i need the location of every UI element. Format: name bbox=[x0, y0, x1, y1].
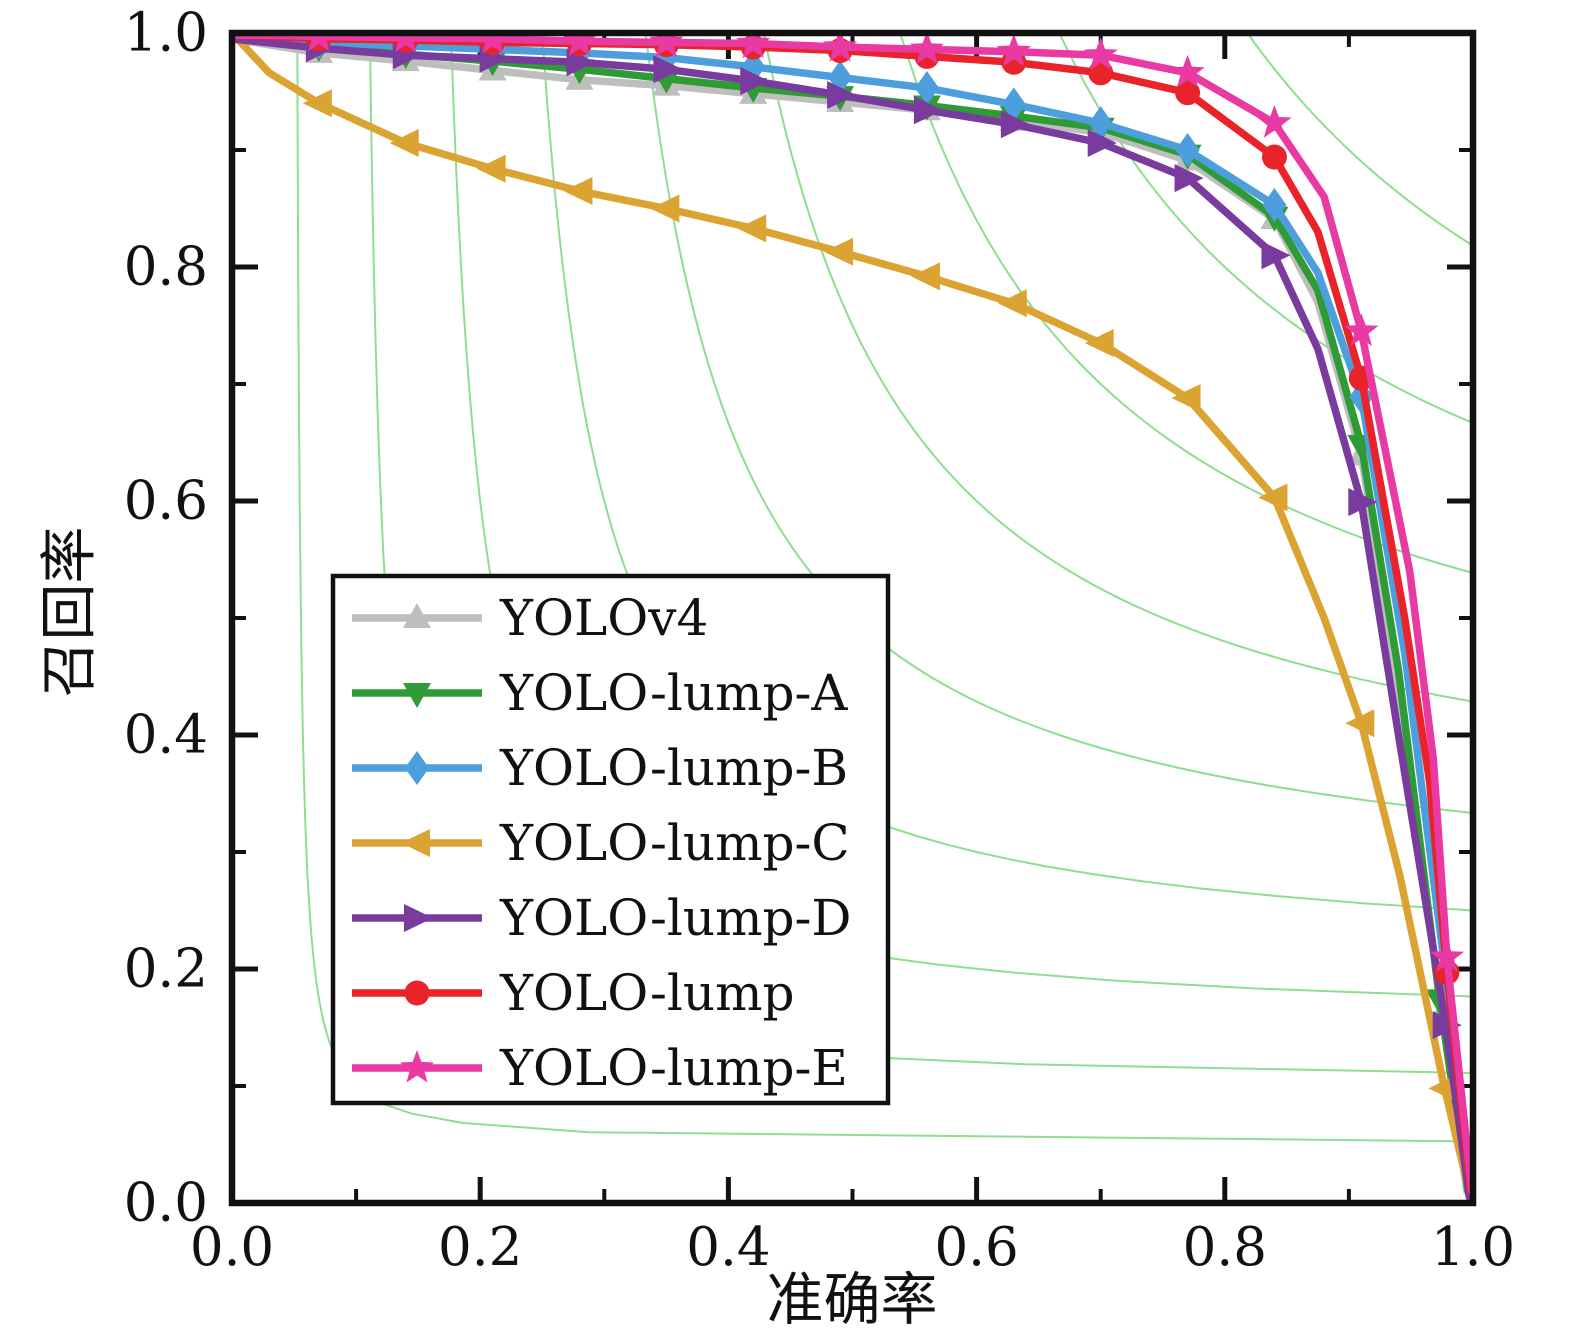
y-tick-label: 0.8 bbox=[124, 237, 208, 298]
triangle-right-marker bbox=[653, 55, 683, 84]
triangle-left-marker bbox=[1258, 483, 1288, 512]
y-tick-label: 1.0 bbox=[124, 3, 208, 64]
y-tick-label: 0.4 bbox=[124, 705, 208, 766]
triangle-up-marker bbox=[403, 603, 431, 628]
star-marker bbox=[909, 33, 945, 64]
star-marker bbox=[822, 33, 858, 62]
legend-item-YOLO-lump-A: YOLO-lump-A bbox=[352, 664, 848, 722]
triangle-right-marker bbox=[913, 96, 943, 125]
x-tick-label: 1.0 bbox=[1431, 1217, 1515, 1278]
triangle-right-marker bbox=[1348, 488, 1378, 517]
legend-item-YOLOv4: YOLOv4 bbox=[352, 589, 708, 647]
star-marker bbox=[399, 1050, 435, 1083]
star-marker bbox=[389, 33, 422, 53]
star-marker bbox=[1083, 37, 1118, 70]
x-tick-label: 0.8 bbox=[1183, 1217, 1267, 1278]
star-marker bbox=[736, 33, 771, 59]
legend-item-YOLO-lump-E: YOLO-lump-E bbox=[352, 1039, 848, 1097]
x-tick-label: 0.2 bbox=[438, 1217, 522, 1278]
star-marker bbox=[304, 33, 334, 52]
circle-marker bbox=[1261, 144, 1287, 170]
star-marker bbox=[475, 33, 510, 54]
star-marker bbox=[649, 33, 684, 57]
f1-contour bbox=[762, 33, 1473, 703]
y-tick-label: 0.0 bbox=[124, 1173, 208, 1234]
series-YOLO-lump-E bbox=[232, 33, 1473, 1196]
triangle-left-marker bbox=[1345, 709, 1375, 738]
triangle-left-marker bbox=[650, 194, 680, 223]
f1-contour bbox=[899, 33, 1473, 574]
legend-label: YOLO-lump-D bbox=[499, 889, 852, 947]
legend-label: YOLO-lump-B bbox=[499, 739, 848, 797]
f1-contour bbox=[644, 33, 1473, 814]
star-marker bbox=[996, 33, 1031, 67]
diamond-marker bbox=[405, 751, 429, 785]
triangle-left-marker bbox=[302, 89, 332, 118]
x-tick-label: 0.6 bbox=[934, 1217, 1018, 1278]
star-marker bbox=[1344, 313, 1379, 346]
diamond-marker bbox=[914, 70, 939, 105]
triangle-down-marker bbox=[403, 683, 431, 708]
diamond-marker bbox=[1088, 106, 1113, 141]
legend-label: YOLO-lump-C bbox=[499, 814, 850, 872]
triangle-left-marker bbox=[910, 262, 940, 291]
legend-item-YOLO-lump: YOLO-lump bbox=[352, 964, 795, 1022]
legend-item-YOLO-lump-B: YOLO-lump-B bbox=[352, 739, 848, 797]
x-tick-label: 0.0 bbox=[190, 1217, 274, 1278]
triangle-right-marker bbox=[1000, 110, 1030, 139]
circle-marker bbox=[1175, 80, 1201, 106]
x-axis-title: 准确率 bbox=[766, 1267, 938, 1333]
legend: YOLOv4 YOLO-lump-A YOLO-lump-B YOLO-lump-C Y… bbox=[330, 573, 891, 1106]
diamond-marker bbox=[1262, 187, 1287, 222]
triangle-right-marker bbox=[566, 48, 596, 77]
star-marker bbox=[1429, 939, 1465, 972]
series-line bbox=[232, 33, 1473, 1196]
triangle-left-marker bbox=[997, 289, 1027, 318]
star-marker bbox=[1257, 105, 1292, 138]
triangle-right-marker bbox=[1432, 1011, 1462, 1040]
triangle-right-marker bbox=[1261, 241, 1291, 270]
triangle-left-marker bbox=[563, 176, 593, 205]
triangle-right-marker bbox=[404, 904, 433, 932]
f1-contour bbox=[1246, 33, 1473, 247]
legend-label: YOLO-lump-A bbox=[499, 664, 848, 722]
y-tick-labels: 0.0 0.2 0.4 0.6 0.8 1.0 bbox=[124, 3, 208, 1234]
legend-item-YOLO-lump-D: YOLO-lump-D bbox=[352, 889, 852, 947]
triangle-left-marker bbox=[389, 128, 419, 157]
x-tick-label: 0.4 bbox=[686, 1217, 770, 1278]
y-tick-label: 0.2 bbox=[124, 939, 208, 1000]
y-axis-title: 召回率 bbox=[36, 526, 103, 698]
diamond-marker bbox=[1001, 87, 1026, 122]
y-tick-label: 0.6 bbox=[124, 471, 208, 532]
legend-label: YOLO-lump-E bbox=[499, 1039, 848, 1097]
triangle-left-marker bbox=[1171, 384, 1201, 413]
plot-frame bbox=[228, 29, 1477, 1207]
circle-marker bbox=[404, 980, 430, 1006]
series-YOLO-lump-C bbox=[232, 33, 1473, 1201]
triangle-right-marker bbox=[1087, 128, 1117, 157]
triangle-left-marker bbox=[476, 154, 506, 183]
triangle-right-marker bbox=[827, 81, 857, 110]
triangle-right-marker bbox=[1174, 164, 1204, 193]
triangle-left-marker bbox=[737, 214, 767, 243]
triangle-left-marker bbox=[1084, 329, 1114, 358]
legend-label: YOLOv4 bbox=[499, 589, 708, 647]
legend-label: YOLO-lump bbox=[499, 964, 795, 1022]
f1-contour bbox=[296, 33, 1473, 1143]
star-marker bbox=[1170, 54, 1205, 88]
f1-contour-lines bbox=[296, 33, 1473, 1143]
x-tick-labels: 0.0 0.2 0.4 0.6 0.8 1.0 bbox=[190, 1217, 1515, 1278]
legend-item-YOLO-lump-C: YOLO-lump-C bbox=[352, 814, 850, 872]
diamond-marker bbox=[1175, 133, 1200, 167]
triangle-right-marker bbox=[740, 66, 770, 95]
star-marker bbox=[562, 33, 597, 56]
triangle-left-marker bbox=[401, 829, 430, 857]
triangle-left-marker bbox=[824, 237, 854, 266]
